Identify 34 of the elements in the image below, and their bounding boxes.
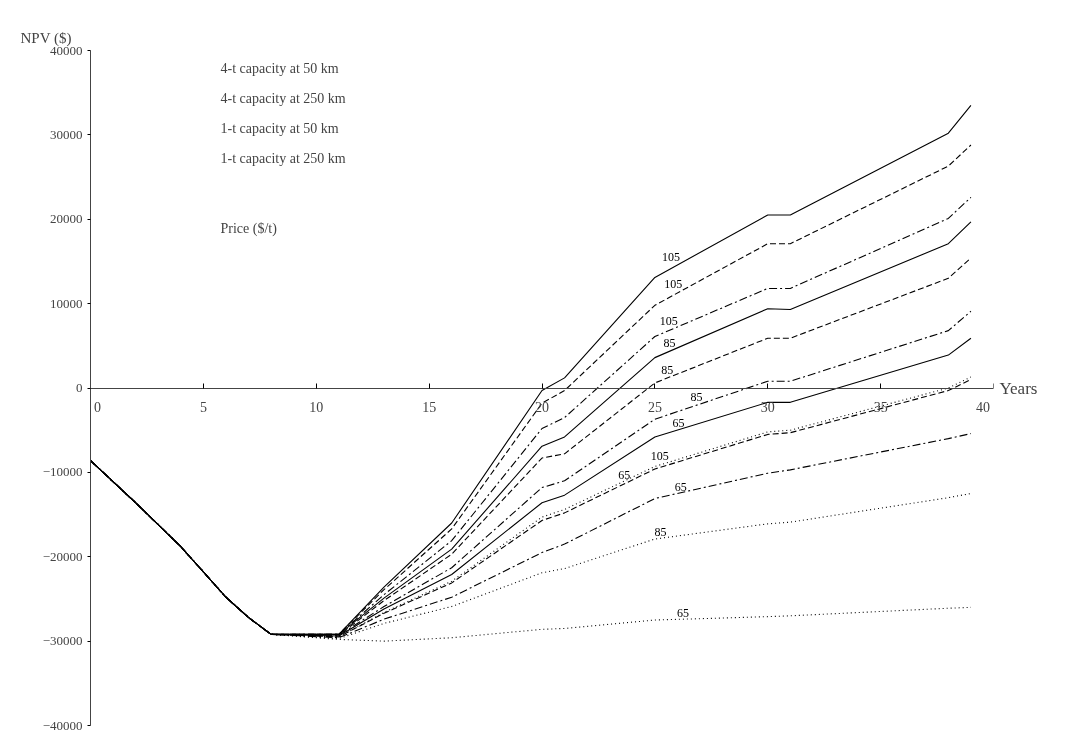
x-tick-label: 0 <box>80 400 101 415</box>
y-tick-label: −10000 <box>42 464 83 480</box>
y-tick-label: 0 <box>76 380 83 395</box>
y-tick-label: −20000 <box>42 548 83 564</box>
annotation: 1-t capacity at 50 km <box>220 120 339 136</box>
y-tick-label: 20000 <box>50 211 83 227</box>
annotation: 4-t capacity at 50 km <box>220 60 339 76</box>
annotation: 65 <box>674 479 687 494</box>
annotation: 85 <box>654 524 667 539</box>
x-tick-label: 20 <box>535 400 549 415</box>
x-tick-label: 5 <box>199 400 207 415</box>
annotation: 105 <box>659 314 678 329</box>
annotation: 65 <box>618 467 631 482</box>
annotation: 105 <box>650 449 669 464</box>
x-tick-label: 15 <box>422 400 437 415</box>
y-tick-label: 10000 <box>50 295 83 311</box>
annotation: Price ($/t) <box>220 220 278 237</box>
x-tick-label: 10 <box>309 400 324 415</box>
annotation: 65 <box>676 606 689 621</box>
annotation: 85 <box>661 362 674 377</box>
x-tick-label: 25 <box>647 400 662 415</box>
x-tick-label: 30 <box>760 400 775 415</box>
annotation: 105 <box>661 250 680 265</box>
annotation: 65 <box>672 415 685 430</box>
annotation: 4-t capacity at 250 km <box>220 90 346 106</box>
x-tick-label: 40 <box>976 400 1011 415</box>
annotation: 85 <box>690 390 703 405</box>
annotation: 85 <box>663 335 676 350</box>
annotation: 105 <box>664 277 683 292</box>
y-tick-label: 30000 <box>50 126 83 142</box>
y-tick-label: −40000 <box>42 717 83 733</box>
y-tick-label: −30000 <box>42 633 83 649</box>
annotation: 1-t capacity at 250 km <box>220 150 346 166</box>
x-axis-title: Years <box>999 378 1038 398</box>
